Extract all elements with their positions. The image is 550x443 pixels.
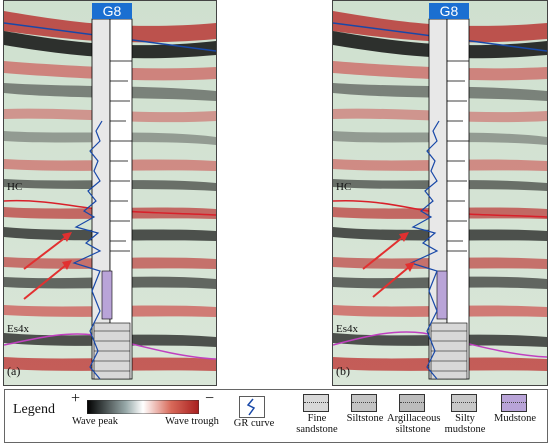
gr-curve-label: GR curve	[233, 418, 275, 429]
legend-title: Legend	[13, 402, 55, 417]
amplitude-colorbar	[87, 400, 199, 414]
wave-peak-label: Wave peak	[71, 416, 119, 427]
lithology-swatch-silty-mudstone	[451, 394, 477, 412]
well-name-label: G8	[429, 3, 469, 19]
hc-label: HC	[336, 181, 352, 193]
panel-label-a: (a)	[7, 364, 21, 378]
lithology-label: Silty mudstone	[444, 413, 486, 435]
hc-label: HC	[7, 181, 23, 193]
es4x-label: Es4x	[336, 323, 358, 335]
gr-curve-a	[72, 120, 103, 380]
lithology-swatch-siltstone	[351, 394, 377, 412]
lithology-swatch-mudstone	[501, 394, 527, 412]
lithology-label: Siltstone	[346, 413, 384, 424]
lithology-swatch-fine-sandstone	[303, 394, 329, 412]
es4x-horizon-line	[333, 331, 547, 358]
seismic-panel-b: G8 HC Es4x (b)	[332, 0, 548, 386]
minus-sign: −	[205, 390, 215, 407]
seismic-section-b	[333, 1, 547, 385]
legend: Legend + − Wave peak Wave trough GR curv…	[4, 389, 548, 443]
seismic-panel-a: G8 HC Es4x (a)	[3, 0, 217, 386]
lithology-swatch-argillaceous-siltstone	[399, 394, 425, 412]
plus-sign: +	[71, 390, 81, 407]
es4x-label: Es4x	[7, 323, 29, 335]
lithology-label: Fine sandstone	[296, 413, 338, 435]
well-name-label: G8	[92, 3, 132, 19]
seismic-section-a	[4, 1, 216, 385]
panel-label-b: (b)	[336, 364, 350, 378]
hc-horizon-line	[333, 199, 547, 218]
lithology-label: Argillaceous siltstone	[387, 413, 441, 435]
gr-curve-icon	[239, 396, 265, 418]
lithology-label: Mudstone	[494, 413, 536, 424]
gr-curve-b	[409, 120, 440, 380]
wave-trough-label: Wave trough	[165, 416, 219, 427]
